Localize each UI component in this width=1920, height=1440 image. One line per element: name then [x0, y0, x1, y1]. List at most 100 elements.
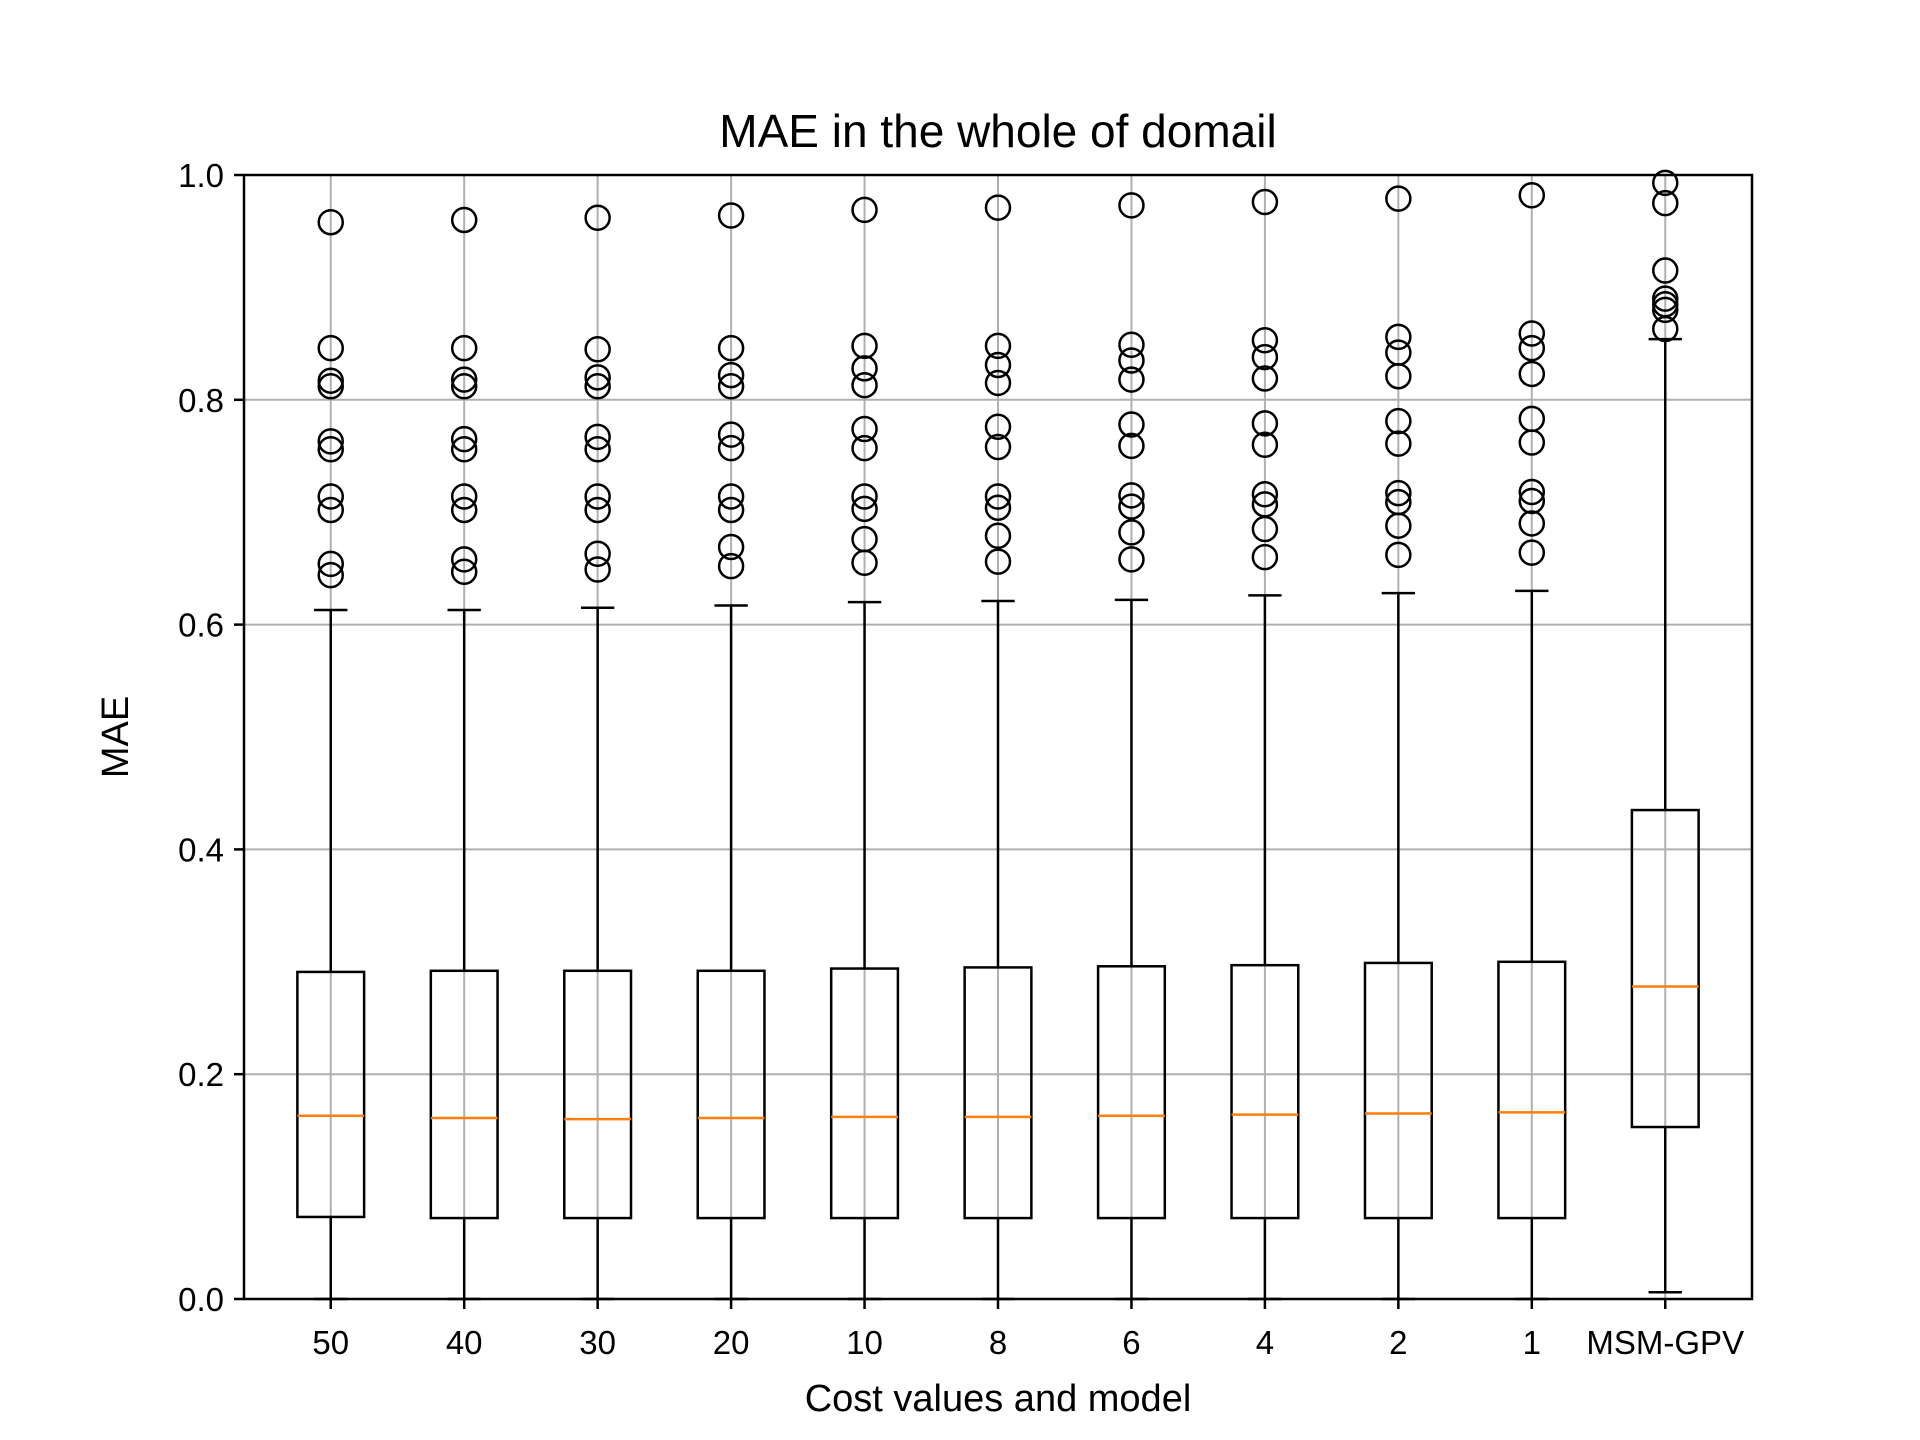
outlier-point: [1385, 488, 1412, 516]
outlier-point: [1251, 491, 1279, 518]
outlier-point: [1518, 487, 1546, 515]
box-group: [1630, 169, 1700, 1294]
outlier-point: [1652, 291, 1679, 318]
x-tick-label: 6: [1122, 1324, 1140, 1361]
outlier-point: [1518, 510, 1546, 537]
x-axis-label: Cost values and model: [805, 1378, 1192, 1420]
outlier-point: [317, 208, 344, 236]
box-group: [296, 208, 366, 1301]
outlier-point: [317, 428, 344, 455]
outlier-point: [984, 522, 1012, 550]
outlier-point: [1251, 543, 1279, 571]
outlier-point: [1251, 188, 1279, 216]
x-tick-label: MSM-GPV: [1586, 1324, 1744, 1361]
box-group: [1363, 185, 1433, 1301]
outlier-point: [717, 483, 745, 510]
outlier-point: [1118, 331, 1145, 358]
outlier-point: [851, 495, 878, 523]
x-tick-label: 10: [846, 1324, 883, 1361]
outlier-point: [584, 364, 611, 391]
outlier-point: [1251, 326, 1279, 354]
outlier-point: [717, 533, 745, 561]
outlier-point: [717, 361, 745, 389]
outlier-point: [717, 373, 745, 400]
outlier-point: [1118, 366, 1145, 393]
outlier-point: [984, 548, 1012, 575]
outlier-point: [317, 561, 344, 589]
outlier-point: [584, 436, 611, 463]
outlier-point: [1652, 257, 1679, 284]
outlier-point: [1652, 296, 1679, 324]
outlier-point: [1652, 189, 1679, 217]
outlier-point: [984, 369, 1012, 397]
outlier-point: [1118, 482, 1145, 509]
iqr-box: [1630, 808, 1700, 1129]
outlier-point: [584, 483, 611, 510]
outlier-point: [1518, 539, 1546, 566]
outlier-point: [450, 496, 478, 524]
outlier-point: [450, 558, 478, 586]
outlier-point: [984, 483, 1012, 510]
outlier-point: [1518, 405, 1546, 433]
iqr-box: [563, 969, 633, 1220]
outlier-point: [317, 373, 344, 400]
box-group: [1497, 181, 1567, 1301]
outlier-point: [984, 332, 1012, 360]
iqr-box: [696, 969, 766, 1220]
outlier-point: [717, 421, 745, 448]
x-tick-label: 2: [1389, 1324, 1407, 1361]
iqr-box: [1363, 961, 1433, 1220]
outlier-point: [1118, 347, 1145, 374]
outlier-point: [1385, 430, 1412, 457]
outlier-point: [1251, 410, 1279, 437]
outlier-point: [984, 194, 1012, 221]
outlier-point: [1118, 432, 1145, 460]
outlier-point: [450, 546, 478, 573]
outlier-point: [717, 496, 745, 524]
box-group: [1230, 188, 1300, 1301]
outlier-point: [450, 483, 478, 510]
x-tick-label: 30: [579, 1324, 616, 1361]
outlier-point: [1385, 323, 1412, 351]
outlier-point: [1251, 343, 1279, 371]
outlier-point: [450, 366, 478, 393]
outlier-point: [1385, 407, 1412, 435]
outlier-point: [851, 483, 878, 510]
y-tick-label: 1.0: [178, 157, 224, 194]
outlier-point: [1518, 181, 1546, 209]
outlier-point: [717, 434, 745, 462]
outlier-point: [317, 436, 344, 463]
outlier-point: [317, 496, 344, 524]
outlier-point: [450, 206, 478, 234]
outlier-point: [584, 540, 611, 568]
outlier-point: [584, 204, 611, 231]
outlier-point: [1251, 431, 1279, 459]
y-tick-label: 0.0: [178, 1281, 224, 1318]
tick-layer: 0.0 0.2 0.4 0.6 0.8 1.0 50 40 30 20 10 8 6 4 2 1 MSM-GPV: [178, 157, 1744, 1361]
chart-title: MAE in the whole of domail: [719, 105, 1276, 157]
outlier-point: [450, 425, 478, 453]
outlier-point: [851, 415, 878, 443]
box-group: [696, 202, 766, 1301]
outlier-point: [1251, 480, 1279, 508]
outlier-point: [1118, 411, 1145, 438]
outlier-point: [317, 483, 344, 510]
y-tick-label: 0.6: [178, 607, 224, 644]
outlier-point: [851, 332, 878, 360]
outlier-point: [317, 334, 344, 362]
outlier-point: [984, 433, 1012, 461]
outlier-point: [851, 371, 878, 399]
outlier-point: [584, 556, 611, 583]
outlier-point: [717, 552, 745, 580]
outlier-point: [851, 196, 878, 224]
x-tick-label: 8: [989, 1324, 1007, 1361]
iqr-box: [1096, 965, 1167, 1220]
outlier-point: [717, 202, 745, 229]
x-tick-label: 4: [1256, 1324, 1274, 1361]
outlier-point: [1385, 541, 1412, 569]
outlier-point: [1652, 169, 1679, 197]
y-axis-label: MAE: [95, 696, 137, 778]
outlier-point: [584, 496, 611, 524]
outlier-point: [1518, 320, 1546, 347]
